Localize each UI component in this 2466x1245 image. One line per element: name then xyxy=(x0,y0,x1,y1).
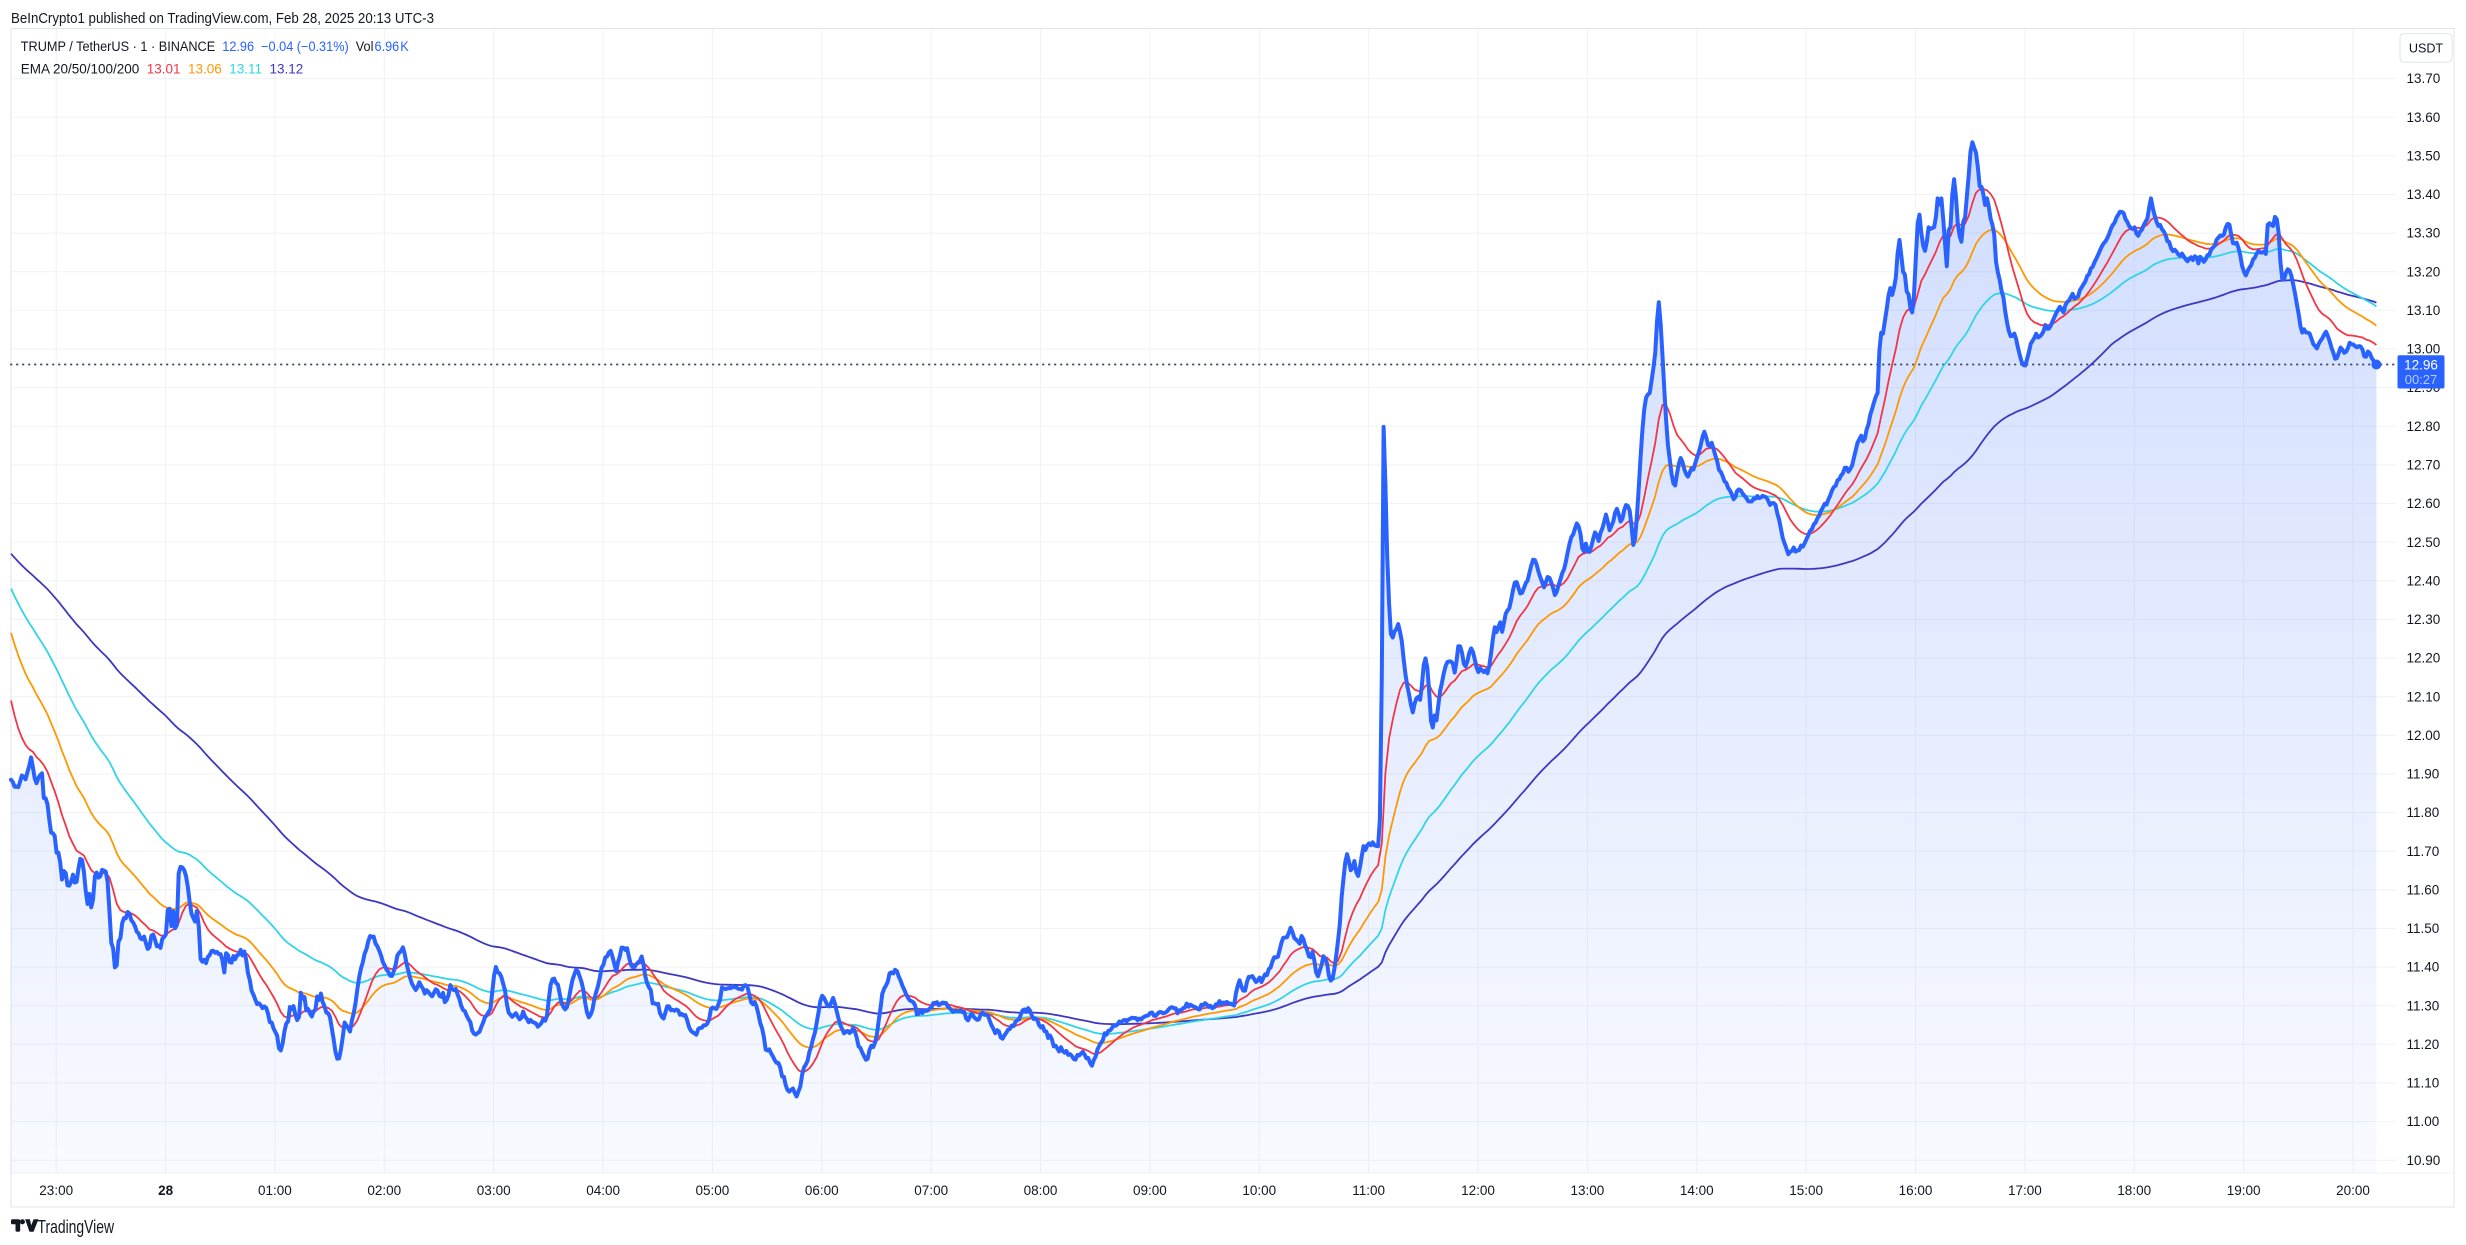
svg-text:11.40: 11.40 xyxy=(2407,960,2440,975)
svg-text:12.00: 12.00 xyxy=(2407,728,2441,743)
svg-text:13.70: 13.70 xyxy=(2407,71,2441,86)
svg-text:13.10: 13.10 xyxy=(2407,303,2441,318)
svg-text:11.80: 11.80 xyxy=(2407,805,2440,820)
svg-text:TradingView: TradingView xyxy=(38,1217,115,1237)
svg-text:11.70: 11.70 xyxy=(2407,844,2440,859)
svg-text:13.30: 13.30 xyxy=(2407,226,2441,241)
svg-text:15:00: 15:00 xyxy=(1789,1183,1823,1198)
svg-text:11.20: 11.20 xyxy=(2407,1037,2440,1052)
svg-text:12.10: 12.10 xyxy=(2407,689,2441,704)
svg-text:12.30: 12.30 xyxy=(2407,612,2441,627)
svg-text:10:00: 10:00 xyxy=(1242,1183,1276,1198)
svg-text:20:00: 20:00 xyxy=(2336,1183,2370,1198)
svg-text:13.20: 13.20 xyxy=(2407,264,2441,279)
svg-text:13.50: 13.50 xyxy=(2407,148,2441,163)
svg-text:11.10: 11.10 xyxy=(2407,1076,2440,1091)
svg-text:12.50: 12.50 xyxy=(2407,535,2441,550)
svg-text:12.20: 12.20 xyxy=(2407,651,2441,666)
svg-text:12.70: 12.70 xyxy=(2407,458,2441,473)
svg-text:00:27: 00:27 xyxy=(2405,372,2438,387)
svg-text:02:00: 02:00 xyxy=(367,1183,401,1198)
svg-text:28: 28 xyxy=(158,1183,174,1198)
svg-text:11.50: 11.50 xyxy=(2407,921,2440,936)
svg-text:01:00: 01:00 xyxy=(258,1183,292,1198)
svg-text:03:00: 03:00 xyxy=(477,1183,511,1198)
svg-text:TRUMP / TetherUS · 1 · BINANCE: TRUMP / TetherUS · 1 · BINANCE 12.96 −0.… xyxy=(21,39,409,54)
svg-text:13:00: 13:00 xyxy=(1571,1183,1605,1198)
svg-text:14:00: 14:00 xyxy=(1680,1183,1714,1198)
svg-text:11.00: 11.00 xyxy=(2407,1114,2440,1129)
svg-text:04:00: 04:00 xyxy=(586,1183,620,1198)
svg-text:11.60: 11.60 xyxy=(2407,882,2440,897)
svg-text:23:00: 23:00 xyxy=(39,1183,73,1198)
svg-text:12:00: 12:00 xyxy=(1461,1183,1495,1198)
svg-text:18:00: 18:00 xyxy=(2117,1183,2151,1198)
svg-text:17:00: 17:00 xyxy=(2008,1183,2042,1198)
svg-text:13.40: 13.40 xyxy=(2407,187,2441,202)
svg-text:11:00: 11:00 xyxy=(1352,1183,1385,1198)
svg-text:16:00: 16:00 xyxy=(1899,1183,1933,1198)
svg-text:11.30: 11.30 xyxy=(2407,998,2440,1013)
svg-text:08:00: 08:00 xyxy=(1024,1183,1058,1198)
svg-text:10.90: 10.90 xyxy=(2407,1153,2441,1168)
svg-text:06:00: 06:00 xyxy=(805,1183,839,1198)
svg-text:12.80: 12.80 xyxy=(2407,419,2441,434)
svg-text:12.40: 12.40 xyxy=(2407,573,2441,588)
svg-text:13.00: 13.00 xyxy=(2407,342,2441,357)
svg-text:11.90: 11.90 xyxy=(2407,767,2440,782)
svg-text:19:00: 19:00 xyxy=(2227,1183,2261,1198)
svg-text:09:00: 09:00 xyxy=(1133,1183,1167,1198)
svg-text:12.96: 12.96 xyxy=(2404,358,2438,373)
svg-text:USDT: USDT xyxy=(2409,41,2444,55)
svg-text:EMA 20/50/100/200 13.01 13.0: EMA 20/50/100/200 13.01 13.06 13.11 13.1… xyxy=(21,61,304,76)
svg-text:12.60: 12.60 xyxy=(2407,496,2441,511)
svg-text:05:00: 05:00 xyxy=(696,1183,730,1198)
svg-text:13.60: 13.60 xyxy=(2407,110,2441,125)
svg-text:BeInCrypto1 published on Tradi: BeInCrypto1 published on TradingView.com… xyxy=(11,10,434,27)
svg-text:07:00: 07:00 xyxy=(914,1183,948,1198)
